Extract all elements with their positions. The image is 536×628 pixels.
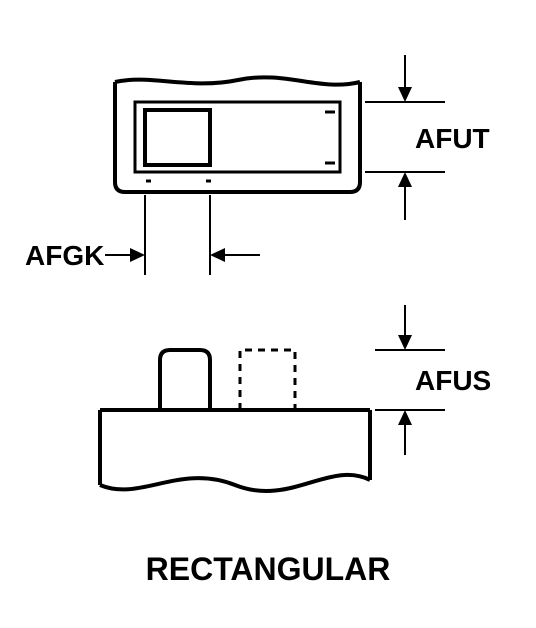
diagram-title: RECTANGULAR <box>146 551 391 587</box>
actuator-square <box>145 110 210 165</box>
housing-top-break <box>115 77 360 84</box>
button-dashed <box>240 350 295 410</box>
rocker-plate <box>135 102 340 172</box>
side-view <box>100 350 370 491</box>
label-afus: AFUS <box>415 365 491 396</box>
label-afut: AFUT <box>415 123 490 154</box>
dimension-afut: AFUT <box>365 55 490 220</box>
technical-diagram: AFUT AFGK AFUS RECTANGULAR <box>0 0 536 628</box>
dimension-afgk: AFGK <box>25 195 260 275</box>
housing-outline <box>115 82 360 192</box>
top-view <box>115 77 360 192</box>
dimension-afus: AFUS <box>375 305 491 455</box>
label-afgk: AFGK <box>25 240 104 271</box>
button-solid <box>160 350 210 410</box>
